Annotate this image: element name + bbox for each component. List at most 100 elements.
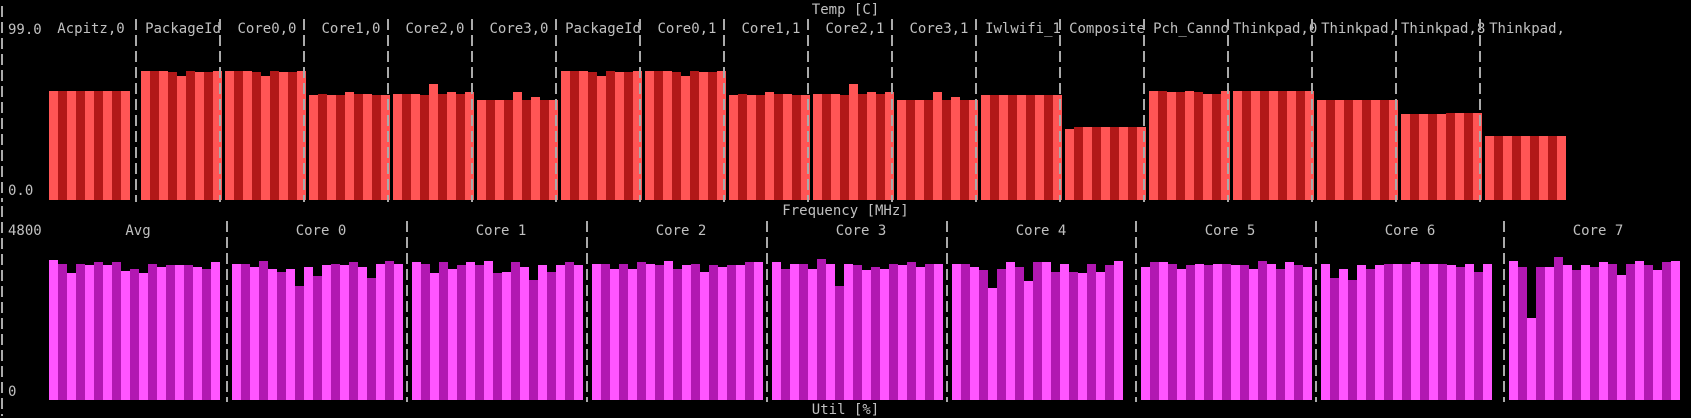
bar	[372, 95, 381, 200]
bar	[682, 265, 691, 400]
bar	[889, 264, 898, 400]
bar	[654, 71, 663, 200]
bar	[385, 261, 394, 400]
bar	[1410, 114, 1419, 200]
bar	[139, 273, 148, 400]
bar-group: Core1,1	[729, 21, 813, 200]
bar	[1437, 114, 1446, 200]
bar	[718, 267, 727, 400]
bar	[808, 269, 817, 400]
bar	[58, 264, 67, 400]
bar	[49, 260, 58, 400]
bar-group: Thinkpad,0	[1233, 21, 1317, 200]
group-label: Core 4	[1015, 223, 1067, 239]
bar	[1335, 100, 1344, 200]
bar	[511, 262, 520, 400]
bar	[783, 94, 792, 200]
bar	[1060, 264, 1069, 400]
bar	[999, 95, 1008, 200]
bar	[681, 76, 690, 200]
bar	[495, 100, 504, 200]
bar	[727, 265, 736, 400]
bar	[663, 71, 672, 200]
bar	[708, 72, 717, 200]
bar	[790, 264, 799, 400]
group-separator	[1395, 19, 1397, 202]
bars	[813, 56, 894, 200]
bar	[1167, 92, 1176, 200]
bars	[1317, 56, 1398, 200]
bar	[232, 264, 241, 400]
bar	[1137, 127, 1146, 200]
bar	[184, 265, 193, 400]
bar	[438, 94, 447, 200]
bar	[49, 91, 58, 200]
bar	[610, 269, 619, 400]
bar-group: Iwlwifi_1	[981, 21, 1065, 200]
bar	[1222, 264, 1231, 400]
bar	[67, 273, 76, 400]
bar	[430, 273, 439, 400]
bar	[1051, 272, 1060, 400]
bar-group: Core 6	[1321, 223, 1499, 400]
bar	[1563, 265, 1572, 400]
group-label: Core1,1	[741, 21, 801, 37]
bars	[1141, 248, 1312, 400]
bar	[295, 286, 304, 400]
bar	[673, 269, 682, 400]
bar	[700, 272, 709, 400]
bar	[1411, 262, 1420, 400]
bar	[1527, 318, 1536, 400]
bar	[112, 91, 121, 200]
group-label: Core3,0	[489, 21, 549, 37]
bar	[1389, 100, 1398, 200]
bar	[513, 92, 522, 200]
bar	[367, 278, 376, 400]
group-label: PackageId	[565, 21, 641, 37]
bar	[1590, 267, 1599, 400]
bar	[202, 269, 211, 400]
bar	[130, 269, 139, 400]
bar	[1419, 114, 1428, 200]
bar	[121, 271, 130, 400]
bar	[1362, 100, 1371, 200]
bar	[835, 286, 844, 400]
bar	[792, 95, 801, 200]
bar	[1438, 264, 1447, 400]
group-separator	[723, 19, 725, 202]
bar-group: Thinkpad,	[1485, 21, 1569, 200]
group-label: Core2,0	[405, 21, 465, 37]
group-label: Core 5	[1204, 223, 1256, 239]
bar	[1446, 113, 1455, 200]
bars	[1401, 56, 1482, 200]
bars	[952, 248, 1123, 400]
bar	[1212, 94, 1221, 200]
group-separator	[1135, 221, 1137, 402]
bar	[1626, 264, 1635, 400]
bar	[270, 71, 279, 200]
bar-group: Core 3	[772, 223, 950, 400]
bar	[597, 76, 606, 200]
group-label: Core2,1	[825, 21, 885, 37]
bar	[439, 262, 448, 400]
bar	[1464, 113, 1473, 200]
bar	[1581, 265, 1590, 400]
bar	[1305, 91, 1314, 200]
bar	[1339, 269, 1348, 400]
bars	[477, 56, 558, 200]
bar	[322, 265, 331, 400]
bar	[1176, 92, 1185, 200]
bar	[885, 92, 894, 200]
bar	[915, 100, 924, 200]
bar	[858, 94, 867, 200]
bar	[58, 91, 67, 200]
bar	[94, 91, 103, 200]
group-separator	[891, 19, 893, 202]
bar	[213, 71, 222, 200]
bar	[1599, 262, 1608, 400]
bar	[988, 288, 997, 400]
bar	[655, 265, 664, 400]
bar	[1141, 267, 1150, 400]
bar	[1530, 136, 1539, 200]
bar	[1249, 269, 1258, 400]
